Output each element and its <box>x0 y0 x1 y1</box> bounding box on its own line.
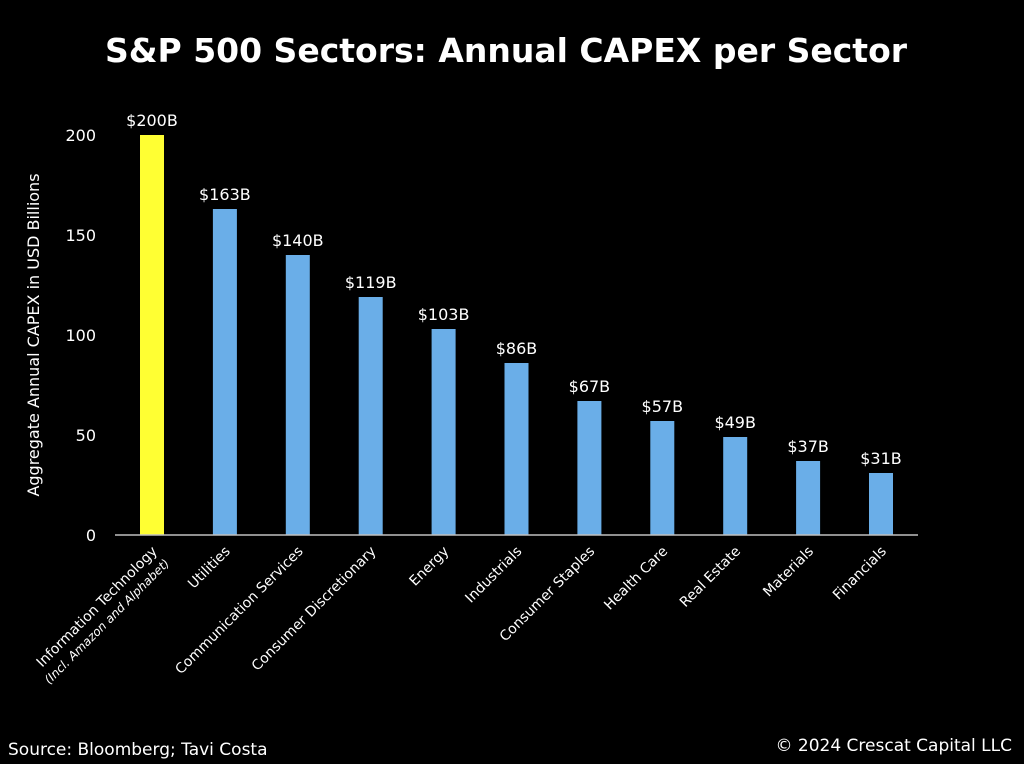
x-tick-label: Industrials <box>462 544 525 607</box>
data-label: $86B <box>496 339 538 358</box>
bar <box>431 329 456 535</box>
bar <box>212 209 237 535</box>
x-tick-label: Materials <box>760 544 817 601</box>
data-label: $57B <box>642 397 684 416</box>
x-tick-label: Communication Services <box>172 544 306 678</box>
data-label: $37B <box>787 437 829 456</box>
data-label: $103B <box>418 305 470 324</box>
x-tick-label: Information Technology <box>34 544 161 671</box>
y-tick-label: 50 <box>76 426 96 445</box>
bar <box>504 363 529 535</box>
chart-title: S&P 500 Sectors: Annual CAPEX per Sector <box>105 31 908 70</box>
bar <box>358 297 383 535</box>
data-label: $49B <box>714 413 756 432</box>
y-tick-label: 150 <box>65 226 96 245</box>
bar <box>869 473 893 535</box>
bar <box>140 135 164 535</box>
bar <box>723 437 748 535</box>
data-label: $31B <box>860 449 902 468</box>
y-axis-label: Aggregate Annual CAPEX in USD Billions <box>24 173 43 496</box>
x-tick-sublabel: (Incl. Amazon and Alphabet) <box>42 556 173 687</box>
source-note: Source: Bloomberg; Tavi Costa <box>8 740 268 760</box>
data-label: $67B <box>569 377 611 396</box>
x-tick-label: Financials <box>830 544 890 604</box>
bar <box>577 401 602 535</box>
bar <box>285 255 310 535</box>
data-label: $200B <box>126 111 178 130</box>
x-tick-label: Utilities <box>185 544 234 593</box>
bar <box>650 421 675 535</box>
y-tick-label: 0 <box>86 526 96 545</box>
data-label: $140B <box>272 231 324 250</box>
copyright-note: © 2024 Crescat Capital LLC <box>775 736 1012 756</box>
x-tick-label: Real Estate <box>677 544 744 611</box>
y-tick-label: 200 <box>65 126 96 145</box>
x-tick-label: Health Care <box>601 544 671 614</box>
data-label: $163B <box>199 185 251 204</box>
bar <box>796 461 821 535</box>
y-tick-label: 100 <box>65 326 96 345</box>
data-label: $119B <box>345 273 397 292</box>
x-tick-label: Consumer Discretionary <box>249 544 380 675</box>
x-tick-label: Energy <box>406 544 452 590</box>
